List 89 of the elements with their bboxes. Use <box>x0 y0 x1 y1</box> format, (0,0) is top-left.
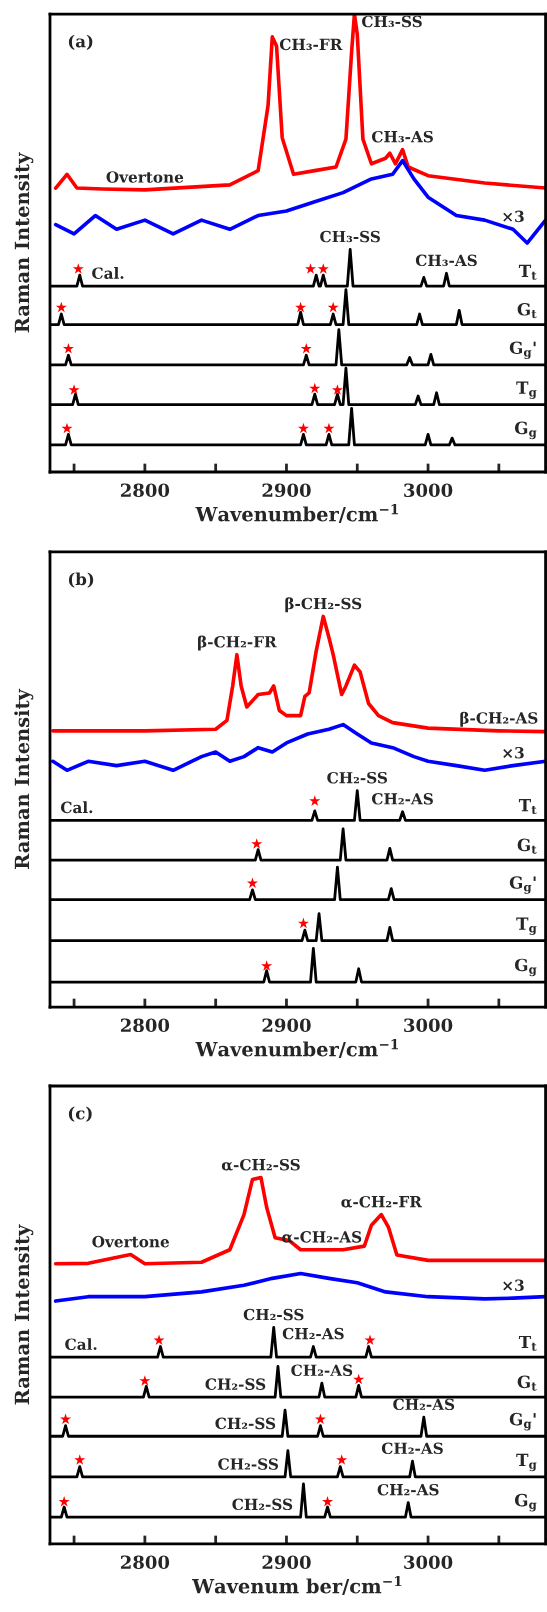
series-label: T$_{g}$ <box>516 381 537 399</box>
y-axis-title: Raman Intensity <box>14 1224 34 1405</box>
annotation: β-CH₂-AS <box>460 711 538 727</box>
annotation: α-CH₂-FR <box>341 1195 423 1208</box>
annotation: CH₂-AS <box>282 1327 344 1340</box>
point <box>55 301 67 313</box>
point <box>305 263 317 274</box>
point <box>295 301 307 313</box>
annotation: CH₂-AS <box>371 793 433 805</box>
annotation: β-CH₂-FR <box>198 635 277 651</box>
annotation: CH₃-AS <box>415 254 477 267</box>
point <box>62 342 74 354</box>
series-label: G$_{t}$ <box>517 838 537 854</box>
point <box>297 422 309 434</box>
point <box>74 1454 86 1465</box>
point <box>331 384 343 395</box>
annotation: CH₃-SS <box>320 230 380 243</box>
annotation: CH₂-SS <box>205 1378 266 1390</box>
x-axis-title: Wavenumber/cm$^{−1}$ <box>195 1039 398 1059</box>
point <box>364 1334 376 1345</box>
point <box>72 263 84 274</box>
annotation: ×3 <box>503 746 524 759</box>
series-label: T$_{g}$ <box>516 917 537 935</box>
series-label: T$_{g}$ <box>516 1453 537 1472</box>
annotation: Overtone <box>92 1235 170 1248</box>
annotation: CH₂-AS <box>381 1442 443 1455</box>
annotation: CH₂-SS <box>243 1308 304 1321</box>
series-label: G$_{g}$ <box>514 421 537 440</box>
point <box>297 917 309 929</box>
series-label: T$_{t}$ <box>518 264 537 280</box>
x-axis-title: Wavenumber/cm$^{−1}$ <box>195 504 398 524</box>
point <box>61 422 73 434</box>
annotation: ×3 <box>503 1279 524 1292</box>
x-tick-label: 3000 <box>404 483 453 498</box>
x-tick-label: 2800 <box>120 1018 170 1033</box>
y-axis-title: Raman Intensity <box>14 152 34 333</box>
annotation: α-CH₂-SS <box>221 1158 300 1171</box>
chart-title: (b) <box>68 572 94 588</box>
annotation: CH₂-SS <box>232 1498 293 1511</box>
point <box>336 1454 348 1465</box>
series-label: G$_{g}$' <box>509 1412 536 1431</box>
point <box>251 838 263 849</box>
x-tick-label: 2900 <box>262 1018 311 1033</box>
series-label: G$_{t}$ <box>517 303 537 319</box>
series-label: G$_{g}$' <box>509 341 536 359</box>
annotation: CH₂-AS <box>377 1483 439 1496</box>
point <box>153 1334 165 1345</box>
annotation: β-CH₂-SS <box>285 597 362 613</box>
series-label: G$_{g}$' <box>509 876 536 894</box>
annotation: CH₂-SS <box>218 1458 278 1470</box>
series-label: G$_{g}$ <box>514 1493 537 1512</box>
text: (a) <box>68 34 93 50</box>
y-axis-title: Raman Intensity <box>14 688 34 869</box>
point <box>246 877 258 888</box>
chart-title: (c) <box>68 1106 92 1122</box>
annotation: CH₃-AS <box>371 130 433 143</box>
point <box>300 342 312 354</box>
x-tick-label: 2800 <box>120 483 170 498</box>
annotation: CH₂-AS <box>291 1364 353 1377</box>
x-axis-title: Wavenum ber/cm$^{−1}$ <box>192 1576 402 1595</box>
x-tick-label: 3000 <box>404 1555 453 1570</box>
series-label: T$_{t}$ <box>518 1335 537 1351</box>
point <box>309 795 321 806</box>
point <box>322 1496 334 1507</box>
point <box>58 1496 70 1507</box>
annotation: CH₂-SS <box>327 771 388 784</box>
series-label: T$_{t}$ <box>518 799 537 815</box>
annotation: Cal. <box>60 801 93 814</box>
annotation: CH₃-FR <box>279 38 343 51</box>
annotation: CH₂-SS <box>215 1417 276 1430</box>
annotation: Cal. <box>65 1338 97 1350</box>
x-tick-label: 2900 <box>262 1555 311 1570</box>
annotation: α-CH₂-AS <box>282 1231 362 1243</box>
point <box>353 1373 365 1385</box>
point <box>314 1413 326 1425</box>
x-tick-label: 2900 <box>262 483 311 498</box>
point <box>261 960 273 971</box>
point <box>317 263 329 274</box>
annotation: CH₂-AS <box>393 1398 455 1411</box>
annotation: ×3 <box>503 210 524 223</box>
point <box>68 384 80 395</box>
series-label: G$_{g}$ <box>514 958 537 977</box>
series-label: G$_{t}$ <box>517 1375 537 1391</box>
x-tick-label: 2800 <box>120 1555 170 1570</box>
point <box>139 1375 151 1386</box>
annotation: CH₃-SS <box>362 15 422 28</box>
annotation: Overtone <box>106 171 184 183</box>
annotation: Cal. <box>92 267 124 279</box>
x-tick-label: 3000 <box>404 1018 453 1033</box>
